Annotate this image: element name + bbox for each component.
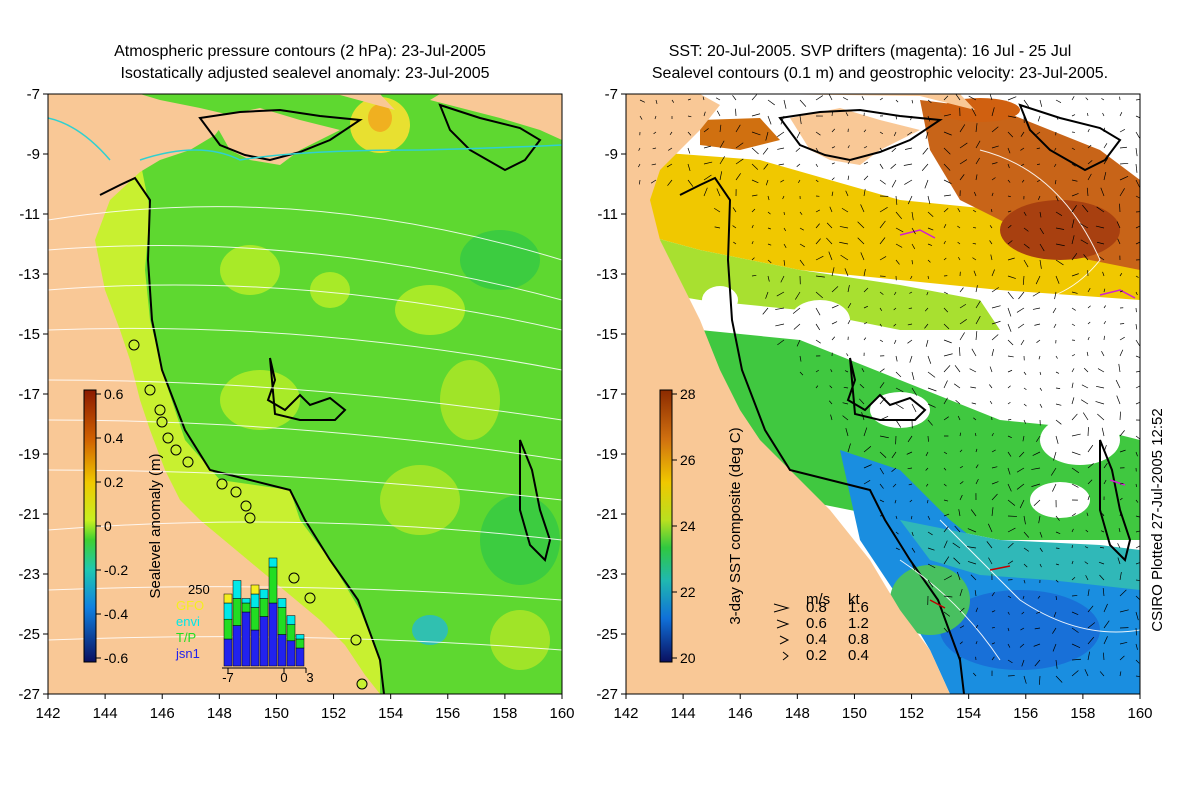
right-lon-tick: 150 — [842, 705, 867, 722]
inset-xtick-2: 3 — [306, 670, 313, 685]
right-lat-tick: -15 — [596, 326, 618, 343]
left-lat-tick: -9 — [27, 146, 40, 163]
sst-colorbar-tick: 28 — [680, 386, 696, 402]
right-lat-tick: -13 — [596, 266, 618, 283]
left-lat-tick: -23 — [18, 566, 40, 583]
velocity-ms-value: 0.4 — [806, 631, 827, 648]
inset-legend-item: T/P — [176, 630, 196, 645]
sst-colorbar-tick: 22 — [680, 584, 696, 600]
sla-colorbar-tick: 0.6 — [104, 386, 124, 402]
left-panel: Atmospheric pressure contours (2 hPa): 2… — [48, 43, 562, 694]
longitude-axes: 142 144 146 148 150 152 154 156 158 160 142 144 146 1… — [35, 694, 1152, 722]
left-title-line2: Isostatically adjusted sealevel anomaly:… — [120, 65, 489, 82]
right-lon-tick: 144 — [671, 705, 696, 722]
left-title-line1: Atmospheric pressure contours (2 hPa): 2… — [114, 43, 486, 60]
left-lon-tick: 158 — [492, 705, 517, 722]
left-lat-tick: -19 — [18, 446, 40, 463]
left-lat-tick: -11 — [19, 206, 40, 223]
sst-colorbar-tick: 26 — [680, 452, 696, 468]
left-lon-tick: 154 — [378, 705, 403, 722]
left-lon-tick: 160 — [549, 705, 574, 722]
sla-colorbar-tick: -0.6 — [104, 650, 128, 666]
sla-colorbar-tick: 0.2 — [104, 474, 124, 490]
right-lat-tick: -23 — [596, 566, 618, 583]
right-lon-tick: 142 — [613, 705, 638, 722]
right-map-area — [626, 92, 1145, 694]
left-lat-tick: -15 — [18, 326, 40, 343]
left-lat-tick: -13 — [18, 266, 40, 283]
right-lon-tick: 152 — [899, 705, 924, 722]
velocity-kt-value: 1.2 — [848, 615, 869, 632]
right-lon-tick: 154 — [956, 705, 981, 722]
sla-colorbar-tick: 0 — [104, 518, 112, 534]
right-lat-tick: -27 — [596, 686, 618, 703]
sla-colorbar-tick: -0.4 — [104, 606, 128, 622]
right-title-line1: SST: 20-Jul-2005. SVP drifters (magenta)… — [669, 43, 1072, 60]
left-lat-tick: -7 — [27, 86, 40, 103]
inset-legend-item: GFO — [176, 598, 204, 613]
sst-colorbar-tick: 24 — [680, 518, 696, 534]
right-lon-tick: 156 — [1013, 705, 1038, 722]
right-lat-tick: -19 — [596, 446, 618, 463]
inset-legend-item: envi — [176, 614, 200, 629]
right-title-line2: Sealevel contours (0.1 m) and geostrophi… — [652, 65, 1108, 82]
right-lon-tick: 158 — [1070, 705, 1095, 722]
right-lat-tick: -21 — [596, 506, 618, 523]
right-lat-tick: -11 — [597, 206, 618, 223]
sla-colorbar-label: Sealevel anomaly (m) — [147, 453, 164, 598]
left-lon-tick: 152 — [321, 705, 346, 722]
velocity-ms-value: 0.2 — [806, 647, 827, 664]
sla-colorbar-tick: 0.4 — [104, 430, 124, 446]
velocity-kt-value: 1.6 — [848, 599, 869, 616]
right-lat-tick: -25 — [596, 626, 618, 643]
left-lon-tick: 148 — [207, 705, 232, 722]
right-lon-tick: 146 — [728, 705, 753, 722]
velocity-kt-value: 0.8 — [848, 631, 869, 648]
velocity-kt-value: 0.4 — [848, 647, 869, 664]
left-lon-tick: 146 — [150, 705, 175, 722]
left-lon-tick: 142 — [35, 705, 60, 722]
sst-colorbar-label: 3-day SST composite (deg C) — [727, 427, 744, 624]
credit-text: CSIRO Plotted 27-Jul-2005 12:52 — [1149, 408, 1166, 631]
inset-xtick-0: -7 — [222, 670, 234, 685]
inset-xtick-1: 0 — [280, 670, 287, 685]
left-lat-tick: -27 — [18, 686, 40, 703]
left-map-area — [48, 94, 562, 694]
right-lon-tick: 148 — [785, 705, 810, 722]
velocity-ms-value: 0.6 — [806, 615, 827, 632]
left-lon-tick: 156 — [435, 705, 460, 722]
left-lon-tick: 144 — [93, 705, 118, 722]
right-lat-tick: -17 — [596, 386, 618, 403]
right-lat-tick: -9 — [605, 146, 618, 163]
left-lon-tick: 150 — [264, 705, 289, 722]
left-lat-tick: -17 — [18, 386, 40, 403]
right-lon-tick: 160 — [1127, 705, 1152, 722]
velocity-ms-value: 0.8 — [806, 599, 827, 616]
left-lat-tick: -25 — [18, 626, 40, 643]
right-lat-tick: -7 — [605, 86, 618, 103]
left-lat-tick: -21 — [18, 506, 40, 523]
inset-count-label: 250 — [188, 582, 210, 597]
sla-colorbar-tick: -0.2 — [104, 562, 128, 578]
sst-colorbar-tick: 20 — [680, 650, 696, 666]
inset-legend-item: jsn1 — [175, 646, 200, 661]
right-panel: SST: 20-Jul-2005. SVP drifters (magenta)… — [626, 43, 1166, 694]
